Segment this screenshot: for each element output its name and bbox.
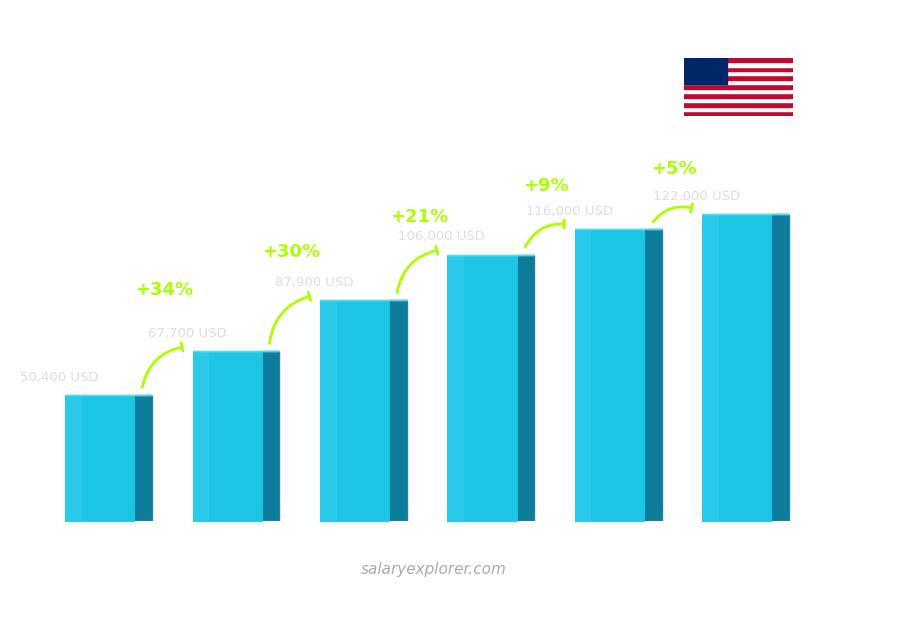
Text: 67,700 USD: 67,700 USD [148,327,226,340]
Text: Average Yearly Salary: Average Yearly Salary [860,278,869,400]
Text: +30%: +30% [263,243,320,261]
Bar [447,254,518,522]
Text: 122,000 USD: 122,000 USD [653,190,740,203]
Text: Salary Comparison By Experience: Salary Comparison By Experience [40,108,616,137]
Bar [66,395,135,522]
Bar [82,395,152,522]
Bar [337,300,407,522]
Polygon shape [390,300,407,522]
Text: 106,000 USD: 106,000 USD [399,230,485,243]
Text: 50,400 USD: 50,400 USD [21,370,99,383]
Bar [702,214,772,522]
Text: 116,000 USD: 116,000 USD [526,205,613,218]
Polygon shape [684,58,727,85]
Text: +21%: +21% [390,208,448,226]
Bar [209,351,279,522]
Text: Histology Technician: Histology Technician [40,142,254,162]
Polygon shape [645,229,662,522]
Text: salaryexplorer.com: salaryexplorer.com [361,562,507,578]
Bar [719,214,789,522]
Bar [575,229,645,522]
Polygon shape [135,395,152,522]
Bar [320,300,390,522]
Polygon shape [263,351,279,522]
Text: +5%: +5% [651,160,697,178]
Bar [464,254,534,522]
Bar [193,351,263,522]
Polygon shape [518,254,534,522]
Bar [591,229,662,522]
Polygon shape [772,214,789,522]
Text: +9%: +9% [524,178,569,196]
Text: 87,900 USD: 87,900 USD [275,276,354,289]
Text: +34%: +34% [135,281,194,299]
